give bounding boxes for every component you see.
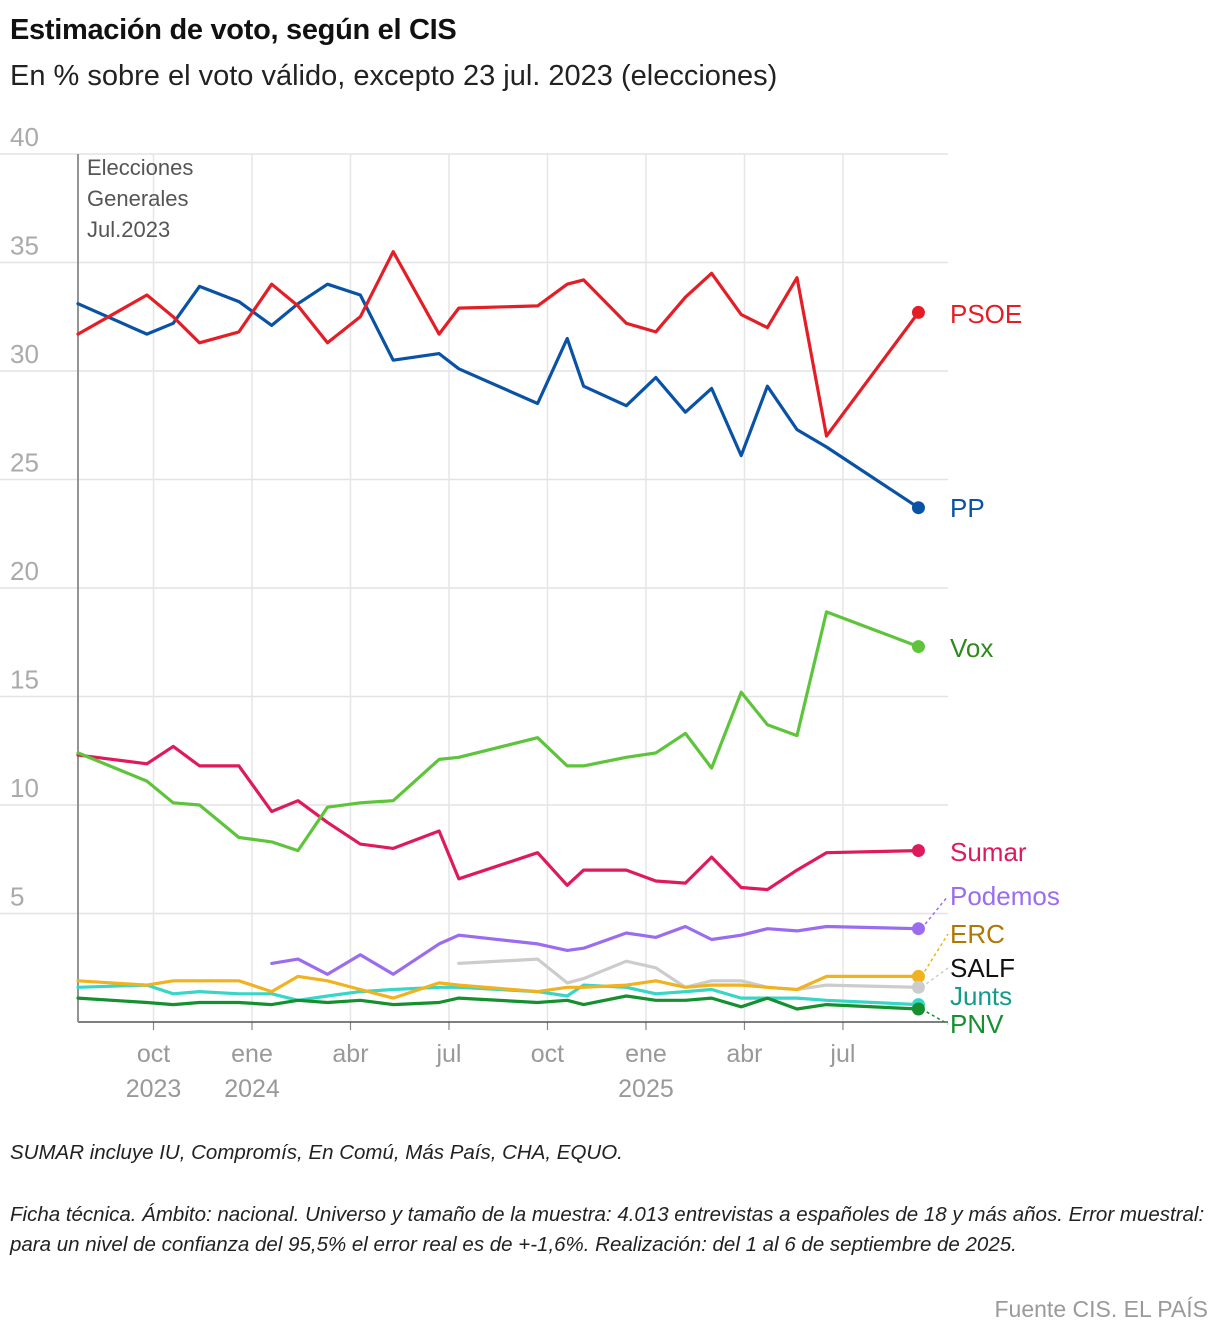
label-leader-erc: [920, 933, 949, 977]
election-annotation: Jul.2023: [87, 217, 170, 242]
y-tick-label: 20: [10, 556, 39, 586]
label-leader-podemos: [920, 895, 949, 930]
x-tick-year-label: 2024: [224, 1075, 280, 1103]
series-label-pnv: PNV: [950, 1009, 1004, 1039]
y-tick-label: 35: [10, 231, 39, 261]
end-point-salf: [911, 980, 925, 994]
series-label-sumar: Sumar: [950, 837, 1027, 867]
y-tick-label: 40: [10, 122, 39, 152]
series-line-vox: [76, 610, 921, 853]
end-point-vox: [911, 640, 925, 654]
chart-subtitle: En % sobre el voto válido, excepto 23 ju…: [10, 60, 778, 92]
series-line-erc: [76, 974, 921, 1000]
end-point-pnv: [911, 1002, 925, 1016]
end-point-erc: [911, 969, 925, 983]
end-point-pp: [911, 501, 925, 515]
election-annotation: Elecciones: [87, 155, 193, 180]
x-tick-label: abr: [726, 1040, 762, 1068]
series-label-junts: Junts: [950, 981, 1012, 1011]
election-annotation: Generales: [87, 186, 189, 211]
x-tick-year-label: 2023: [126, 1075, 182, 1103]
series-label-salf: SALF: [950, 953, 1015, 983]
note-sumar: SUMAR incluye IU, Compromís, En Comú, Má…: [10, 1141, 623, 1164]
x-tick-label: oct: [137, 1040, 170, 1068]
series-line-salf: [457, 957, 921, 992]
note-ficha-tecnica: Ficha técnica. Ámbito: nacional. Univers…: [10, 1203, 1205, 1256]
series-label-psoe: PSOE: [950, 299, 1022, 329]
x-tick-label: jul: [829, 1040, 855, 1068]
series-label-erc: ERC: [950, 919, 1005, 949]
series-line-sumar: [76, 744, 921, 892]
x-tick-year-label: 2025: [618, 1075, 674, 1103]
series-line-psoe: [76, 250, 921, 438]
series-line-pnv: [76, 994, 921, 1011]
x-tick-label: jul: [435, 1040, 461, 1068]
x-tick-label: abr: [332, 1040, 368, 1068]
end-point-sumar: [911, 844, 925, 858]
chart-title: Estimación de voto, según el CIS: [10, 14, 457, 46]
x-tick-label: oct: [531, 1040, 564, 1068]
series-label-vox: Vox: [950, 633, 993, 663]
y-tick-label: 15: [10, 665, 39, 695]
y-tick-label: 30: [10, 339, 39, 369]
x-tick-label: ene: [231, 1040, 273, 1068]
series-line-podemos: [270, 924, 921, 976]
label-leader-pnv: [921, 1008, 949, 1025]
series-label-pp: PP: [950, 493, 985, 523]
x-tick-label: ene: [625, 1040, 667, 1068]
y-tick-label: 10: [10, 773, 39, 803]
y-tick-label: 25: [10, 448, 39, 478]
end-point-podemos: [911, 922, 925, 936]
end-point-psoe: [911, 305, 925, 319]
y-tick-label: 5: [10, 882, 24, 912]
series-line-pp: [76, 282, 921, 510]
series-label-podemos: Podemos: [950, 881, 1060, 911]
source-credit: Fuente CIS. EL PAÍS: [994, 1296, 1209, 1322]
